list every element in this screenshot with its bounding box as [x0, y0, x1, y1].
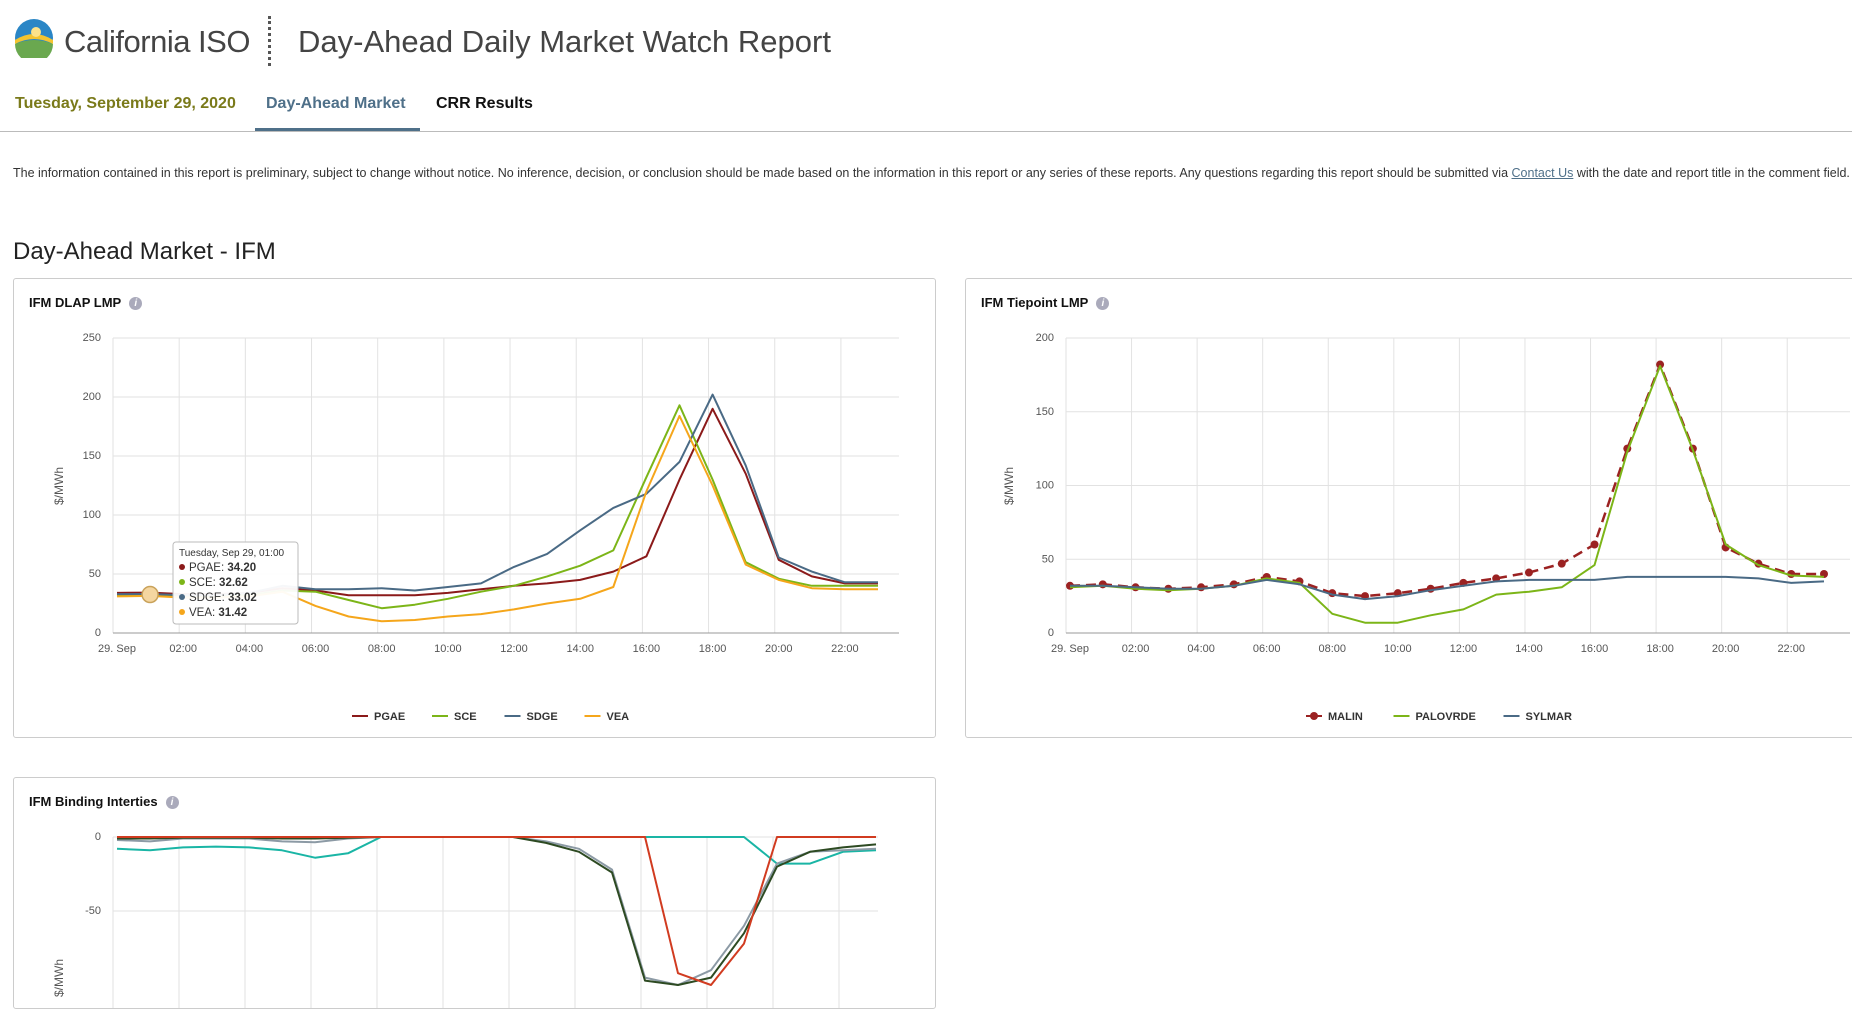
- tooltip-dot: [179, 609, 185, 615]
- disclaimer: The information contained in this report…: [13, 162, 1852, 184]
- x-tick-label: 12:00: [1450, 643, 1478, 655]
- tiepoint-lmp-panel: IFM Tiepoint LMP i 0 50 100 150 200 $/MWh 29. S…: [965, 278, 1852, 738]
- data-point-malin: [1656, 360, 1665, 369]
- series-line-sylmar: [1070, 575, 1825, 601]
- page-header: California ISO Day-Ahead Daily Market Wa…: [0, 0, 1852, 80]
- tooltip-row-vea: VEA: 31.42: [189, 607, 247, 619]
- tab-bar: Tuesday, September 29, 2020 Day-Ahead Ma…: [0, 86, 1852, 132]
- legend-label-palovrde: PALOVRDE: [1416, 711, 1476, 723]
- data-point-malin: [1098, 580, 1107, 589]
- report-date: Tuesday, September 29, 2020: [15, 95, 236, 112]
- legend-label-sylmar: SYLMAR: [1526, 711, 1573, 723]
- y-tick-label: 0: [95, 627, 101, 639]
- tooltip-row-sce: SCE: 32.62: [189, 577, 248, 589]
- y-tick-label: 200: [83, 391, 101, 403]
- legend-label-pgae: PGAE: [374, 711, 405, 723]
- series-line-intertie-a: [116, 836, 877, 865]
- x-tick-label: 20:00: [765, 643, 793, 655]
- legend-marker: [1310, 712, 1318, 720]
- info-icon[interactable]: i: [1096, 297, 1110, 311]
- x-tick-label: 10:00: [1384, 643, 1412, 655]
- y-tick-label: 50: [89, 568, 101, 580]
- logo-text: California ISO: [64, 24, 250, 59]
- tooltip-box: [172, 541, 299, 625]
- section-title: Day-Ahead Market - IFM: [13, 238, 276, 265]
- active-tab-indicator: [255, 128, 420, 131]
- x-tick-label: 02:00: [1122, 643, 1150, 655]
- x-tick-label: 22:00: [1777, 643, 1805, 655]
- dlap-lmp-chart: 0 50 100 150 200 250 $/MWh 29. Sep 02:00 04:00 06:…: [52, 332, 899, 723]
- x-tick-label: 04:00: [1187, 643, 1215, 655]
- tooltip-title: Tuesday, Sep 29, 01:00: [179, 548, 285, 559]
- x-tick-label: 04:00: [236, 643, 264, 655]
- tab-day-ahead-market[interactable]: Day-Ahead Market: [266, 95, 406, 112]
- info-icon[interactable]: i: [165, 796, 179, 810]
- tooltip-dot: [179, 564, 185, 570]
- x-tick-label: 08:00: [1318, 643, 1346, 655]
- x-tick-label: 14:00: [566, 643, 594, 655]
- x-tick-label: 02:00: [169, 643, 197, 655]
- y-tick-label: 100: [83, 509, 101, 521]
- tooltip-dot: [179, 594, 185, 600]
- disclaimer-text-end: with the date and report title in the co…: [1573, 166, 1850, 180]
- hover-marker: [141, 585, 159, 604]
- report-title: Day-Ahead Daily Market Watch Report: [298, 24, 831, 59]
- x-tick-label: 08:00: [368, 643, 396, 655]
- data-point-malin: [1590, 540, 1599, 549]
- x-tick-label: 29. Sep: [98, 643, 136, 655]
- header-divider: [268, 16, 271, 66]
- legend-label-malin: MALIN: [1328, 711, 1363, 723]
- data-point-malin: [1197, 583, 1206, 592]
- y-tick-label: 250: [83, 332, 101, 344]
- legend-label-sce: SCE: [454, 711, 477, 723]
- x-tick-label: 18:00: [1646, 643, 1674, 655]
- binding-interties-title: IFM Binding Interties i: [29, 794, 179, 810]
- series-line-malin: [1069, 363, 1824, 598]
- binding-interties-panel: IFM Binding Interties i 0 -50 $/MWh: [13, 777, 936, 1009]
- x-tick-label: 10:00: [434, 643, 462, 655]
- legend-label-sdge: SDGE: [527, 711, 558, 723]
- y-tick-label: 150: [83, 450, 101, 462]
- y-axis-label: $/MWh: [1002, 467, 1016, 505]
- disclaimer-text: The information contained in this report…: [13, 166, 1512, 180]
- x-tick-label: 06:00: [1253, 643, 1281, 655]
- y-axis-label: $/MWh: [52, 959, 66, 997]
- x-tick-label: 20:00: [1712, 643, 1740, 655]
- caiso-logo-icon: [15, 19, 53, 58]
- series-line-intertie-d: [117, 836, 876, 986]
- x-tick-label: 16:00: [1581, 643, 1609, 655]
- tiepoint-lmp-title: IFM Tiepoint LMP i: [981, 295, 1110, 311]
- legend-label-vea: VEA: [607, 711, 630, 723]
- binding-interties-chart: 0 -50 $/MWh: [52, 831, 878, 1008]
- y-tick-label: 50: [1042, 553, 1054, 565]
- y-tick-label: 100: [1036, 480, 1054, 492]
- tooltip-row-sdge: SDGE: 33.02: [189, 592, 257, 604]
- x-tick-label: 29. Sep: [1051, 643, 1089, 655]
- x-tick-label: 16:00: [633, 643, 661, 655]
- y-tick-label: 0: [1048, 627, 1054, 639]
- y-tick-label: -50: [85, 905, 101, 917]
- x-tick-label: 12:00: [500, 643, 528, 655]
- y-tick-label: 0: [95, 831, 101, 843]
- data-point-malin: [1557, 559, 1566, 568]
- tab-crr-results[interactable]: CRR Results: [436, 95, 533, 112]
- info-icon[interactable]: i: [129, 297, 143, 311]
- y-axis-label: $/MWh: [52, 467, 66, 505]
- tiepoint-lmp-chart: 0 50 100 150 200 $/MWh 29. Sep 02:00 04:00 06:00 0…: [1002, 332, 1850, 723]
- dlap-lmp-panel: IFM DLAP LMP i 0 50 100 150 200 250 $/MWh 29. Se…: [13, 278, 936, 738]
- data-point-malin: [1524, 568, 1533, 577]
- x-tick-label: 06:00: [302, 643, 330, 655]
- y-tick-label: 200: [1036, 332, 1054, 344]
- y-tick-label: 150: [1036, 406, 1054, 418]
- x-tick-label: 22:00: [831, 643, 859, 655]
- contact-us-link[interactable]: Contact Us: [1511, 166, 1574, 180]
- dlap-lmp-title: IFM DLAP LMP i: [29, 295, 143, 311]
- x-tick-label: 18:00: [699, 643, 727, 655]
- series-line-palovrde: [1069, 365, 1825, 624]
- x-tick-label: 14:00: [1515, 643, 1543, 655]
- tooltip-row-pgae: PGAE: 34.20: [189, 562, 256, 574]
- tooltip-dot: [179, 579, 185, 585]
